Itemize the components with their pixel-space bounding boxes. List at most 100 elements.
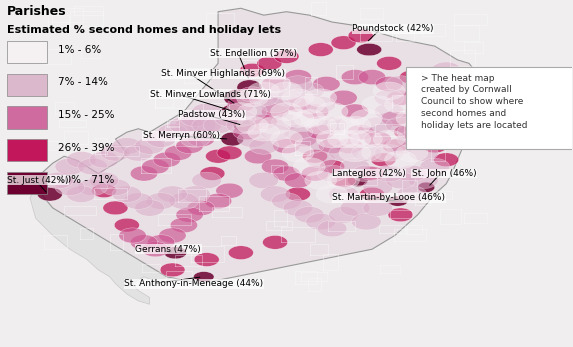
Polygon shape (293, 158, 325, 176)
Polygon shape (164, 246, 187, 259)
Text: Estimated % second homes and holiday lets: Estimated % second homes and holiday let… (7, 25, 281, 35)
Polygon shape (192, 103, 222, 120)
Polygon shape (397, 124, 427, 141)
Text: St. John (46%): St. John (46%) (412, 169, 477, 178)
Polygon shape (409, 172, 438, 189)
Polygon shape (229, 246, 253, 260)
Polygon shape (180, 186, 210, 202)
FancyBboxPatch shape (7, 139, 47, 161)
Polygon shape (443, 69, 472, 85)
Polygon shape (374, 145, 404, 161)
Polygon shape (418, 182, 435, 193)
Polygon shape (123, 145, 153, 161)
Polygon shape (270, 82, 303, 100)
Text: Padstow (43%): Padstow (43%) (178, 110, 245, 119)
Polygon shape (130, 166, 158, 181)
Polygon shape (273, 166, 300, 181)
Polygon shape (420, 90, 450, 106)
Polygon shape (261, 159, 289, 174)
Polygon shape (237, 80, 262, 95)
Polygon shape (101, 179, 130, 195)
Polygon shape (301, 166, 329, 181)
Polygon shape (371, 153, 396, 167)
Polygon shape (283, 124, 313, 141)
Polygon shape (340, 158, 370, 175)
Polygon shape (330, 90, 357, 105)
Polygon shape (237, 89, 268, 107)
Text: Parishes: Parishes (7, 5, 66, 18)
Polygon shape (238, 87, 266, 102)
Polygon shape (36, 8, 486, 283)
Polygon shape (328, 116, 359, 134)
Polygon shape (227, 97, 254, 112)
Polygon shape (397, 186, 427, 202)
Polygon shape (135, 138, 164, 154)
Polygon shape (407, 123, 439, 141)
Polygon shape (142, 159, 169, 174)
FancyBboxPatch shape (7, 74, 47, 96)
Polygon shape (397, 165, 427, 182)
Polygon shape (396, 144, 428, 162)
Polygon shape (411, 84, 436, 98)
Polygon shape (92, 184, 116, 197)
Polygon shape (284, 69, 312, 85)
Polygon shape (272, 90, 301, 106)
Polygon shape (186, 117, 216, 134)
Polygon shape (409, 145, 438, 161)
Polygon shape (146, 193, 176, 209)
Polygon shape (123, 193, 153, 209)
Polygon shape (226, 110, 256, 127)
Polygon shape (316, 103, 348, 120)
Polygon shape (339, 116, 371, 134)
Polygon shape (428, 125, 453, 139)
Polygon shape (374, 165, 404, 182)
Polygon shape (192, 172, 222, 189)
Polygon shape (308, 43, 333, 57)
Polygon shape (293, 110, 325, 127)
Polygon shape (112, 138, 142, 154)
Polygon shape (284, 97, 312, 112)
Polygon shape (175, 117, 205, 134)
Polygon shape (147, 235, 175, 250)
Text: 40% - 71%: 40% - 71% (58, 175, 115, 185)
Text: > The heat map
created by Cornwall
Council to show where
second homes and
holida: > The heat map created by Cornwall Counc… (421, 74, 527, 130)
Polygon shape (206, 150, 230, 163)
Polygon shape (295, 206, 324, 223)
Polygon shape (283, 200, 313, 216)
Polygon shape (283, 76, 313, 92)
Polygon shape (176, 138, 203, 153)
Polygon shape (153, 152, 180, 167)
Polygon shape (295, 138, 324, 154)
Polygon shape (248, 123, 280, 141)
Polygon shape (259, 116, 291, 134)
Polygon shape (164, 145, 192, 160)
Polygon shape (221, 105, 244, 118)
Polygon shape (89, 152, 119, 168)
Polygon shape (274, 50, 299, 64)
Polygon shape (397, 131, 427, 147)
Polygon shape (409, 110, 438, 127)
Polygon shape (373, 82, 405, 100)
Polygon shape (248, 82, 280, 100)
Polygon shape (363, 179, 393, 195)
Polygon shape (386, 76, 415, 92)
FancyBboxPatch shape (406, 67, 573, 150)
Polygon shape (396, 110, 428, 127)
Polygon shape (313, 76, 340, 92)
Polygon shape (261, 76, 289, 92)
Polygon shape (249, 138, 278, 154)
Text: 1% - 6%: 1% - 6% (58, 44, 101, 54)
Polygon shape (290, 132, 317, 147)
Polygon shape (317, 117, 347, 134)
Polygon shape (261, 104, 289, 119)
Polygon shape (351, 110, 382, 127)
Polygon shape (273, 138, 300, 153)
Polygon shape (305, 171, 337, 189)
Polygon shape (381, 111, 409, 126)
Polygon shape (328, 130, 359, 148)
Polygon shape (420, 110, 450, 127)
Polygon shape (319, 138, 346, 153)
Polygon shape (217, 146, 242, 160)
Polygon shape (170, 218, 198, 233)
Polygon shape (238, 131, 267, 147)
